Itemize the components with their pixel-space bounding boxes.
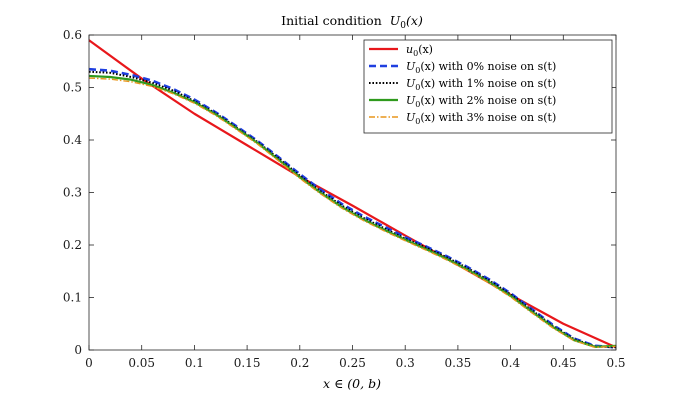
y-tick-label: 0.1 bbox=[63, 291, 82, 305]
ticks-layer: 0 0.05 0.1 0.15 0.2 0.25 0.3 0.35 0.4 0.45 0.5 0 0.1… bbox=[63, 28, 626, 370]
x-tick-label: 0.3 bbox=[396, 356, 415, 370]
x-tick-label: 0.1 bbox=[185, 356, 204, 370]
x-tick-label: 0.5 bbox=[606, 356, 625, 370]
y-tick-label: 0 bbox=[74, 343, 82, 357]
series-line-4 bbox=[88, 77, 617, 349]
series-layer bbox=[88, 39, 617, 349]
x-tick-label: 0 bbox=[85, 356, 93, 370]
x-axis-label: x ∈ (0, b) bbox=[323, 376, 381, 391]
series-line-3 bbox=[88, 74, 617, 348]
legend-label-1: U0(x) with 0% noise on s(t) bbox=[406, 60, 556, 75]
y-tick-label: 0.3 bbox=[63, 186, 82, 200]
x-tick-label: 0.4 bbox=[501, 356, 520, 370]
series-line-1 bbox=[88, 67, 617, 349]
legend-label-0: u0(x) bbox=[406, 43, 433, 58]
y-tick-label: 0.5 bbox=[63, 81, 82, 95]
legend: u0(x) U0(x) with 0% noise on s(t) U0(x) wi… bbox=[363, 39, 613, 134]
y-tick-label: 0.6 bbox=[63, 28, 82, 42]
x-tick-label: 0.25 bbox=[339, 356, 366, 370]
series-line-2 bbox=[88, 70, 617, 349]
series-line-0 bbox=[88, 39, 617, 349]
legend-box bbox=[363, 39, 613, 134]
y-tick-label: 0.4 bbox=[63, 133, 82, 147]
y-tick-label: 0.2 bbox=[63, 238, 82, 252]
x-tick-label: 0.2 bbox=[290, 356, 309, 370]
chart-title: Initial condition U0(x) bbox=[281, 13, 423, 31]
x-tick-label: 0.45 bbox=[550, 356, 577, 370]
x-tick-label: 0.05 bbox=[128, 356, 155, 370]
legend-label-3: U0(x) with 2% noise on s(t) bbox=[406, 94, 556, 109]
x-tick-label: 0.15 bbox=[234, 356, 261, 370]
legend-label-2: U0(x) with 1% noise on s(t) bbox=[406, 77, 556, 92]
legend-label-4: U0(x) with 3% noise on s(t) bbox=[406, 111, 556, 126]
x-tick-label: 0.35 bbox=[445, 356, 472, 370]
